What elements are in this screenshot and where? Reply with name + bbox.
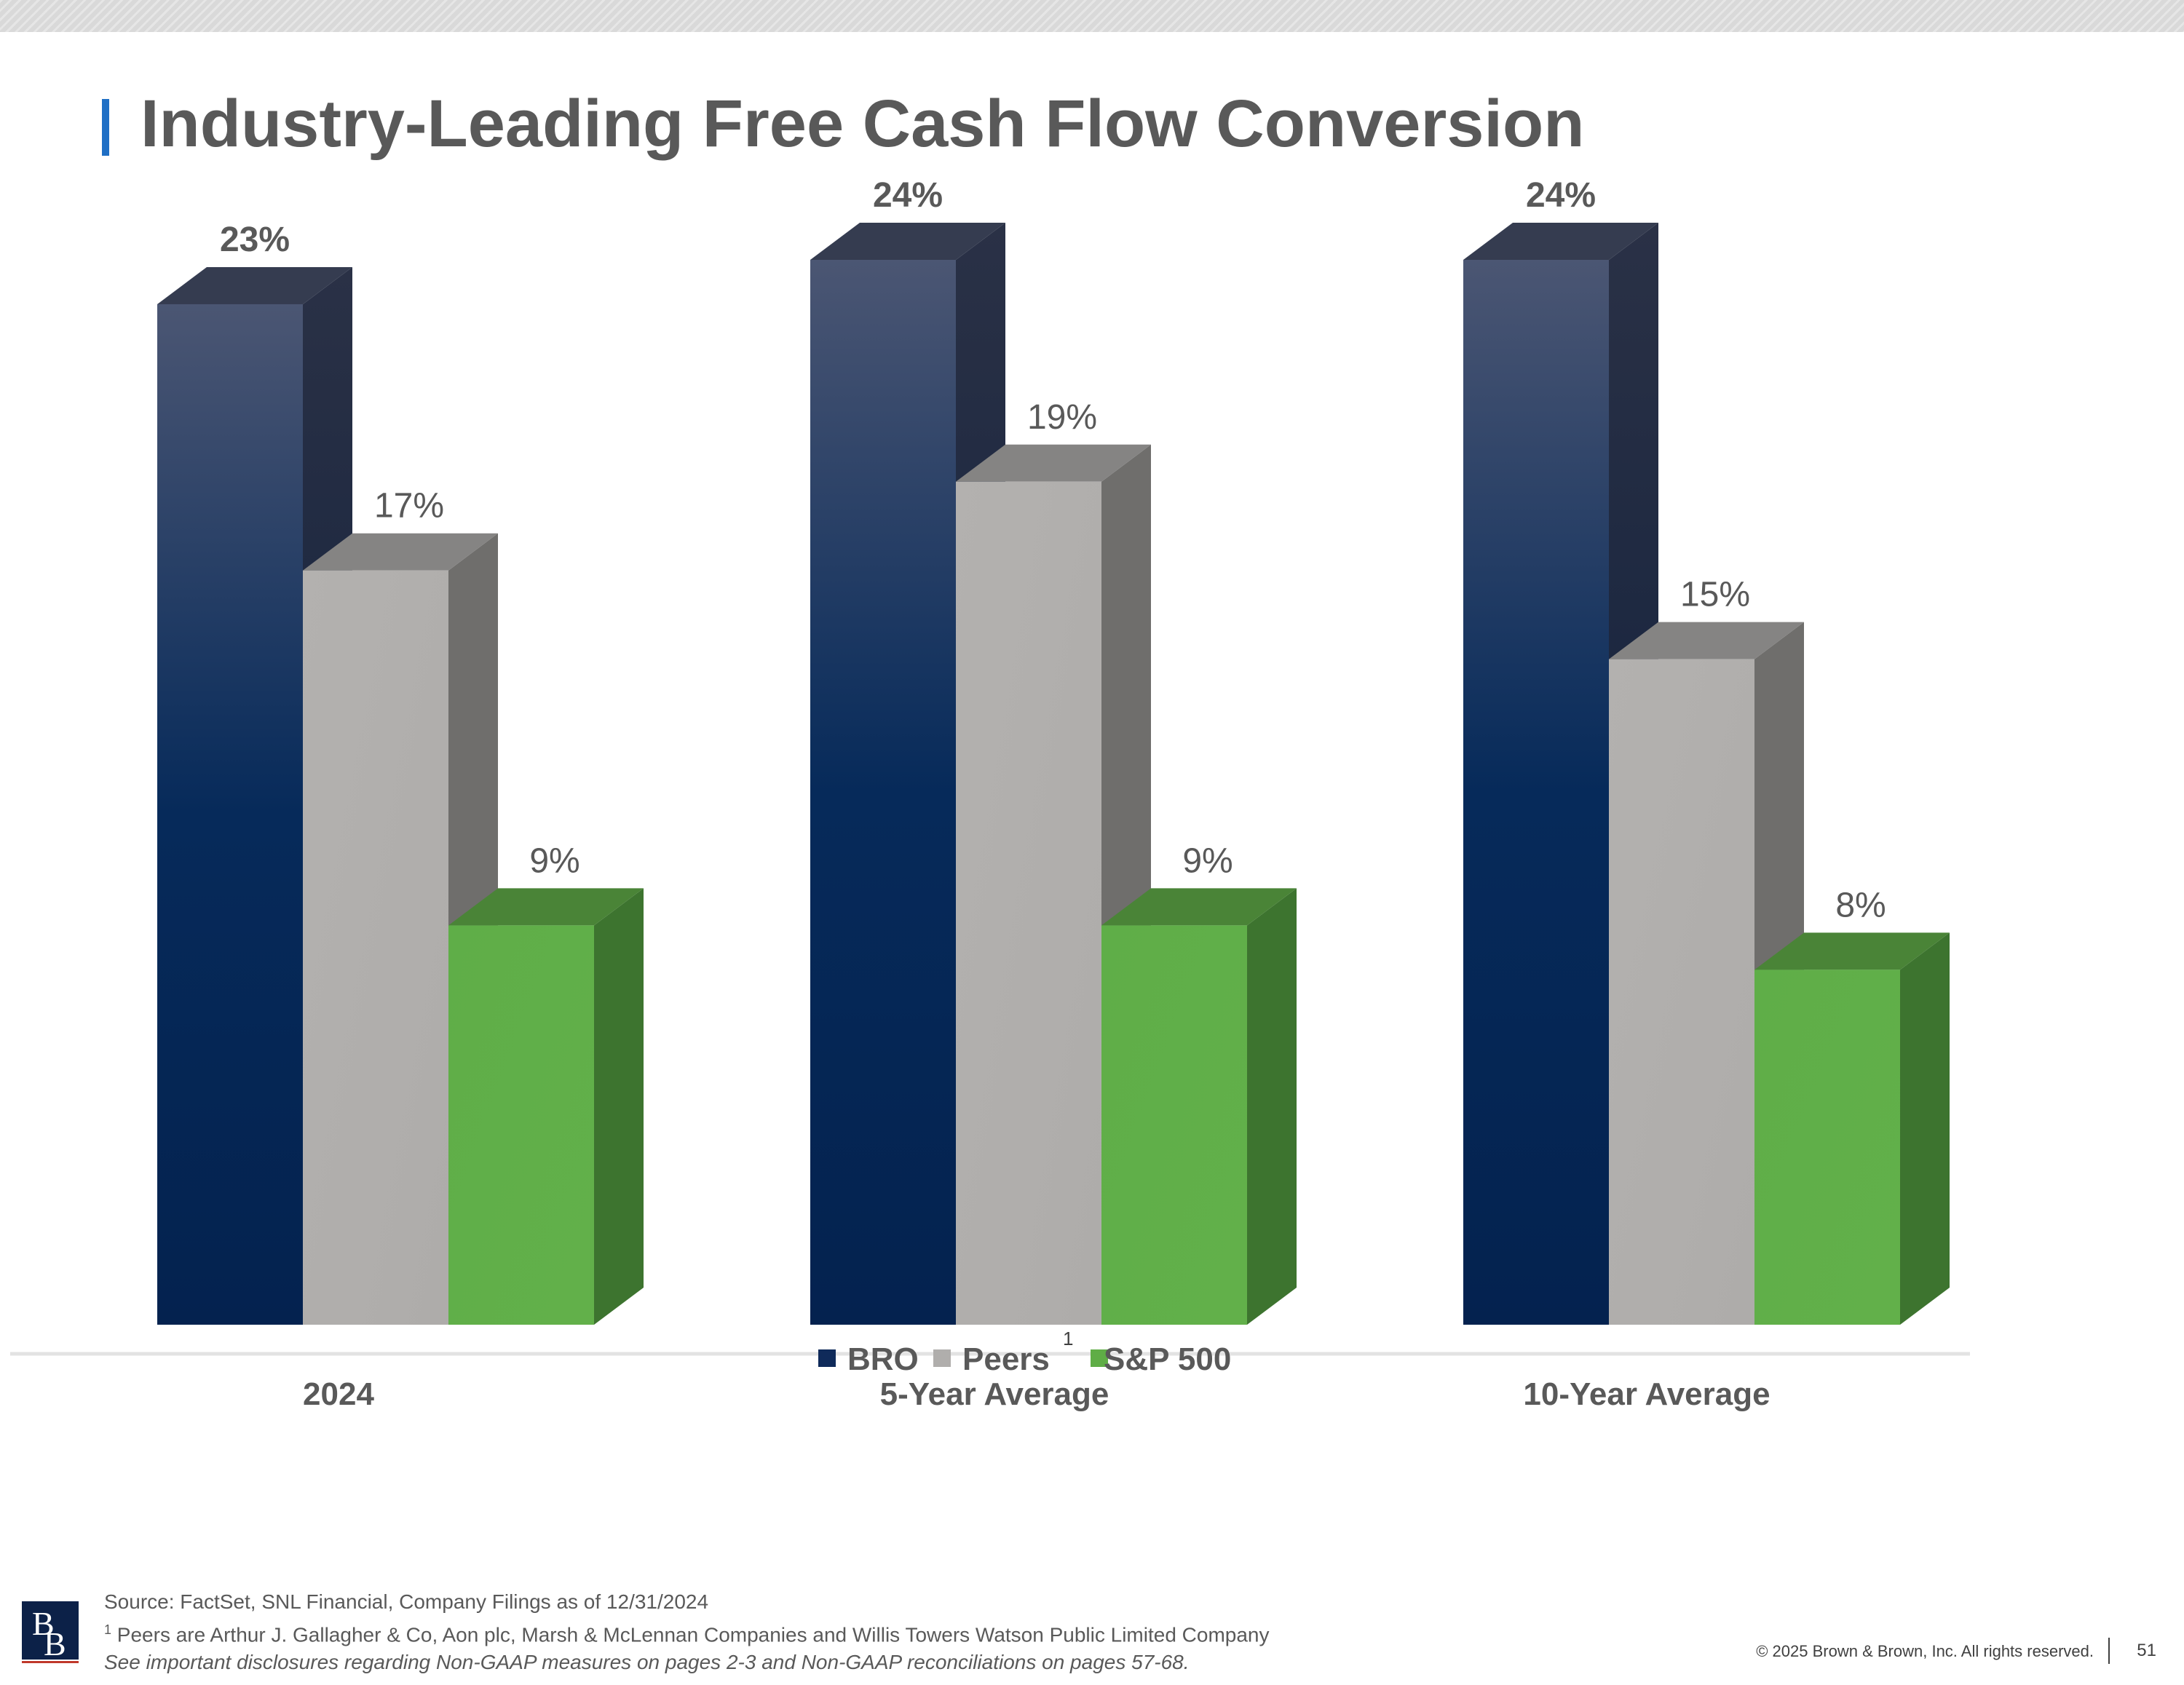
bar-front-face [1754,970,1900,1325]
bar-top-face [157,266,352,304]
top-decorative-band [0,0,2184,32]
legend-label-bro: BRO [847,1341,919,1377]
bar-peers-2024 [303,533,498,1325]
bar-front-face [810,260,956,1325]
data-label-peers-10-year-average: 15% [1680,576,1750,614]
bar-front-face [956,481,1101,1325]
logo-letter-2: B [44,1625,66,1660]
title-accent-bar [102,99,109,156]
data-label-s-p-500-2024: 9% [529,841,579,880]
bar-bro-2024 [157,266,352,1325]
legend-swatch-s-p-500 [1091,1349,1108,1367]
data-label-bro-2024: 23% [220,221,290,259]
bar-front-face [303,570,448,1325]
logo-letter-1: B [32,1605,55,1642]
page-number: 51 [2137,1641,2156,1660]
peers-footnote: 1 Peers are Arthur J. Gallagher & Co, Ao… [104,1616,1706,1649]
x-tick-label-5-year-average: 5-Year Average [880,1376,1109,1412]
bar-top-face [1101,888,1297,926]
legend-swatch-peers [933,1349,951,1367]
bar-top-face [448,888,644,926]
data-label-bro-5-year-average: 24% [873,176,943,215]
bar-top-face [956,444,1151,482]
slide-title: Industry-Leading Free Cash Flow Conversi… [141,87,1585,161]
bar-top-face [303,533,498,571]
peers-footnote-text: Peers are Arthur J. Gallagher & Co, Aon … [111,1623,1270,1646]
bar-front-face [448,925,594,1325]
copyright-text: © 2025 Brown & Brown, Inc. All rights re… [1756,1642,2094,1660]
bar-front-face [1101,925,1247,1325]
bar-top-face [1463,223,1658,260]
x-tick-label-10-year-average: 10-Year Average [1523,1376,1770,1412]
footnote-marker: 1 [104,1622,112,1637]
data-label-s-p-500-5-year-average: 9% [1182,841,1233,880]
source-note: Source: FactSet, SNL Financial, Company … [104,1590,709,1613]
x-tick-label-2024: 2024 [303,1376,374,1412]
data-label-s-p-500-10-year-average: 8% [1835,886,1886,924]
bar-top-face [1754,932,1950,970]
data-label-peers-5-year-average: 19% [1027,398,1097,437]
bar-front-face [1463,260,1609,1325]
data-label-peers-2024: 17% [374,487,444,526]
bar-side-face [1900,932,1950,1325]
legend-footnote-marker: 1 [1063,1328,1073,1349]
bar-front-face [157,304,303,1325]
bar-side-face [594,888,644,1325]
bar-front-face [1609,659,1754,1325]
legend-swatch-bro [818,1349,836,1367]
bar-top-face [1609,622,1804,659]
footer-divider [2108,1638,2110,1664]
logo-underline [22,1661,79,1663]
bar-top-face [810,223,1005,260]
bar-s-p-500-5-year-average [1101,888,1297,1325]
bar-side-face [1247,888,1297,1325]
footnotes: Source: FactSet, SNL Financial, Company … [104,1588,1706,1676]
data-label-bro-10-year-average: 24% [1526,176,1596,215]
legend-label-peers: Peers [962,1341,1050,1377]
bar-s-p-500-2024 [448,888,644,1325]
disclosure-note: See important disclosures regarding Non-… [104,1651,1190,1674]
legend: BRO Peers S&P 500 1 [818,1328,1231,1377]
bar-s-p-500-10-year-average [1754,932,1950,1325]
legend-label-s-p-500: S&P 500 [1104,1341,1231,1377]
brown-brown-logo: B B [22,1601,79,1660]
